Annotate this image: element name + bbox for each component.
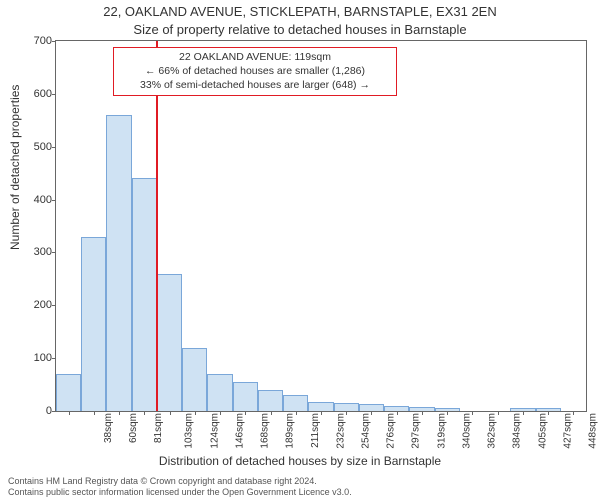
chart-plot-area: 010020030040050060070038sqm60sqm81sqm103… <box>55 40 587 412</box>
x-tick-label: 427sqm <box>562 413 573 449</box>
y-tick-mark <box>52 411 56 412</box>
histogram-bar <box>359 404 384 411</box>
x-tick-label: 254sqm <box>361 413 372 449</box>
histogram-bar <box>81 237 106 411</box>
x-tick-mark <box>447 411 448 415</box>
histogram-bar <box>157 274 182 411</box>
x-tick-label: 232sqm <box>335 413 346 449</box>
x-tick-label: 405sqm <box>537 413 548 449</box>
x-tick-mark <box>422 411 423 415</box>
x-tick-mark <box>523 411 524 415</box>
property-info-box: 22 OAKLAND AVENUE: 119sqm← 66% of detach… <box>113 47 397 96</box>
x-tick-label: 124sqm <box>209 413 220 449</box>
x-tick-mark <box>321 411 322 415</box>
x-tick-label: 81sqm <box>153 413 164 443</box>
y-axis-label: Number of detached properties <box>8 85 22 250</box>
x-axis-label: Distribution of detached houses by size … <box>0 454 600 468</box>
y-tick-label: 300 <box>34 246 52 258</box>
histogram-bar <box>56 374 81 411</box>
y-tick-mark <box>52 252 56 253</box>
y-tick-label: 200 <box>34 299 52 311</box>
x-tick-label: 448sqm <box>588 413 599 449</box>
footer-line1: Contains HM Land Registry data © Crown c… <box>8 476 352 487</box>
x-tick-mark <box>346 411 347 415</box>
x-tick-mark <box>220 411 221 415</box>
x-tick-label: 103sqm <box>184 413 195 449</box>
histogram-bar <box>132 178 157 411</box>
x-tick-mark <box>271 411 272 415</box>
y-tick-mark <box>52 200 56 201</box>
histogram-bar <box>106 115 131 411</box>
info-box-line2: ← 66% of detached houses are smaller (1,… <box>120 64 390 78</box>
histogram-bar <box>308 402 333 412</box>
info-box-line1: 22 OAKLAND AVENUE: 119sqm <box>120 50 390 64</box>
histogram-bar <box>233 382 258 411</box>
y-tick-mark <box>52 41 56 42</box>
x-tick-mark <box>144 411 145 415</box>
x-tick-mark <box>548 411 549 415</box>
x-tick-mark <box>94 411 95 415</box>
y-tick-mark <box>52 147 56 148</box>
histogram-bar <box>182 348 207 411</box>
property-marker-line <box>156 41 158 411</box>
footer-attribution: Contains HM Land Registry data © Crown c… <box>8 476 352 498</box>
x-tick-mark <box>573 411 574 415</box>
y-tick-label: 100 <box>34 352 52 364</box>
histogram-bar <box>258 390 283 411</box>
x-tick-mark <box>195 411 196 415</box>
x-tick-label: 319sqm <box>436 413 447 449</box>
histogram-bar <box>334 403 359 411</box>
x-tick-label: 189sqm <box>285 413 296 449</box>
x-tick-label: 297sqm <box>411 413 422 449</box>
x-tick-mark <box>397 411 398 415</box>
y-tick-label: 400 <box>34 194 52 206</box>
x-tick-label: 384sqm <box>512 413 523 449</box>
x-tick-mark <box>498 411 499 415</box>
x-tick-mark <box>371 411 372 415</box>
x-tick-label: 340sqm <box>462 413 473 449</box>
x-tick-mark <box>170 411 171 415</box>
x-tick-mark <box>472 411 473 415</box>
y-tick-label: 600 <box>34 88 52 100</box>
x-tick-label: 362sqm <box>487 413 498 449</box>
y-tick-mark <box>52 94 56 95</box>
x-tick-label: 60sqm <box>128 413 139 443</box>
x-tick-mark <box>69 411 70 415</box>
y-tick-mark <box>52 305 56 306</box>
histogram-bar <box>283 395 308 411</box>
x-tick-label: 211sqm <box>309 413 320 448</box>
y-tick-label: 500 <box>34 141 52 153</box>
chart-title-line1: 22, OAKLAND AVENUE, STICKLEPATH, BARNSTA… <box>0 4 600 19</box>
x-tick-mark <box>245 411 246 415</box>
x-tick-label: 168sqm <box>260 413 271 449</box>
x-tick-label: 276sqm <box>386 413 397 449</box>
chart-title-line2: Size of property relative to detached ho… <box>0 22 600 37</box>
x-tick-mark <box>119 411 120 415</box>
x-tick-mark <box>296 411 297 415</box>
x-tick-label: 38sqm <box>103 413 114 443</box>
x-tick-label: 146sqm <box>234 413 245 449</box>
info-box-line3: 33% of semi-detached houses are larger (… <box>120 78 390 92</box>
y-tick-label: 700 <box>34 35 52 47</box>
footer-line2: Contains public sector information licen… <box>8 487 352 498</box>
y-tick-mark <box>52 358 56 359</box>
histogram-bar <box>207 374 232 411</box>
